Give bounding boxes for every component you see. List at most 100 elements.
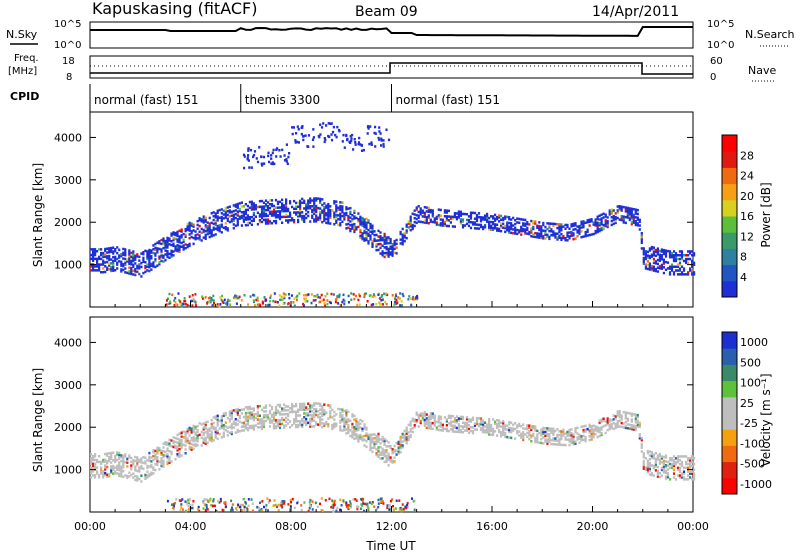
heatmap-cell — [546, 429, 549, 432]
heatmap-cell — [475, 217, 479, 221]
heatmap-cell — [644, 267, 647, 270]
heatmap-cell — [148, 262, 151, 265]
cpid-segment-label: themis 3300 — [245, 93, 320, 107]
colorbar-swatch — [722, 380, 737, 398]
heatmap-cell — [459, 429, 462, 432]
heatmap-cell — [313, 411, 316, 415]
heatmap-cell — [365, 445, 368, 449]
heatmap-cell — [152, 451, 155, 454]
heatmap-cell — [475, 213, 479, 217]
heatmap-cell — [417, 205, 420, 208]
heatmap-cell — [518, 434, 521, 437]
heatmap-cell — [379, 132, 382, 135]
heatmap-cell — [321, 203, 324, 207]
heatmap-cell — [140, 252, 143, 255]
heatmap-cell — [405, 436, 408, 439]
heatmap-cell — [628, 214, 631, 218]
heatmap-cell — [457, 417, 460, 420]
heatmap-cell — [208, 224, 211, 227]
heatmap-cell — [150, 257, 153, 260]
heatmap-cell — [315, 421, 318, 424]
heatmap-cell — [182, 240, 185, 243]
heatmap-cell — [395, 252, 398, 255]
heatmap-cell — [387, 251, 390, 254]
heatmap-cell — [100, 468, 103, 471]
heatmap-cell — [600, 223, 603, 226]
heatmap-cell — [415, 419, 418, 422]
heatmap-cell — [400, 300, 403, 303]
heatmap-cell — [178, 444, 181, 447]
heatmap-cell — [196, 227, 199, 230]
heatmap-cell — [130, 263, 133, 266]
heatmap-cell — [556, 232, 559, 235]
heatmap-cell — [510, 224, 513, 227]
heatmap-cell — [94, 251, 97, 255]
heatmap-cell — [138, 458, 141, 462]
heatmap-cell — [160, 248, 163, 251]
heatmap-cell — [604, 224, 607, 228]
heatmap-cell — [590, 434, 593, 437]
heatmap-cell — [606, 417, 609, 420]
heatmap-cell — [309, 205, 312, 208]
heatmap-cell — [674, 255, 678, 259]
heatmap-cell — [433, 422, 436, 425]
heatmap-cell — [353, 209, 356, 213]
heatmap-cell — [556, 428, 559, 431]
heatmap-cell — [596, 426, 599, 429]
heatmap-cell — [349, 224, 352, 227]
heatmap-cell — [295, 207, 298, 210]
heatmap-cell — [391, 250, 394, 254]
heatmap-cell — [473, 424, 477, 427]
heatmap-cell — [120, 270, 123, 273]
heatmap-cell — [270, 421, 274, 424]
heatmap-cell — [295, 420, 298, 423]
heatmap-cell — [484, 214, 487, 217]
heatmap-cell — [178, 244, 181, 248]
heatmap-cell — [640, 241, 643, 244]
heatmap-cell — [369, 446, 372, 450]
heatmap-cell — [250, 206, 253, 209]
heatmap-cell — [377, 440, 380, 443]
heatmap-cell — [118, 254, 121, 257]
heatmap-cell — [343, 417, 346, 420]
heatmap-cell — [250, 204, 253, 207]
heatmap-cell — [471, 418, 475, 421]
heatmap-cell — [379, 500, 382, 503]
heatmap-cell — [98, 455, 101, 458]
heatmap-cell — [652, 259, 655, 263]
heatmap-cell — [274, 411, 278, 414]
heatmap-cell — [421, 215, 424, 218]
heatmap-cell — [146, 252, 149, 255]
heatmap-cell — [660, 254, 663, 257]
heatmap-cell — [630, 420, 633, 423]
heatmap-cell — [524, 224, 527, 227]
heatmap-cell — [610, 212, 613, 215]
heatmap-cell — [246, 158, 249, 161]
heatmap-cell — [666, 474, 670, 477]
heatmap-cell — [196, 508, 199, 511]
heatmap-cell — [236, 423, 239, 426]
heatmap-cell — [467, 220, 471, 224]
heatmap-cell — [363, 222, 366, 225]
heatmap-cell — [339, 208, 342, 212]
heatmap-cell — [90, 257, 93, 261]
heatmap-cell — [357, 440, 360, 443]
heatmap-cell — [283, 502, 286, 505]
heatmap-cell — [459, 430, 462, 434]
heatmap-cell — [379, 497, 382, 501]
heatmap-cell — [250, 413, 253, 416]
heatmap-cell — [590, 438, 593, 441]
heatmap-cell — [224, 411, 227, 415]
heatmap-cell — [590, 220, 593, 223]
heatmap-cell — [116, 251, 119, 255]
heatmap-cell — [427, 425, 430, 428]
heatmap-cell — [130, 251, 133, 255]
heatmap-cell — [92, 466, 95, 469]
heatmap-cell — [100, 470, 103, 473]
heatmap-cell — [598, 227, 601, 231]
heatmap-cell — [644, 265, 647, 268]
heatmap-cell — [687, 271, 690, 274]
heatmap-cell — [383, 246, 386, 249]
heatmap-cell — [398, 297, 401, 300]
heatmap-cell — [520, 227, 523, 231]
